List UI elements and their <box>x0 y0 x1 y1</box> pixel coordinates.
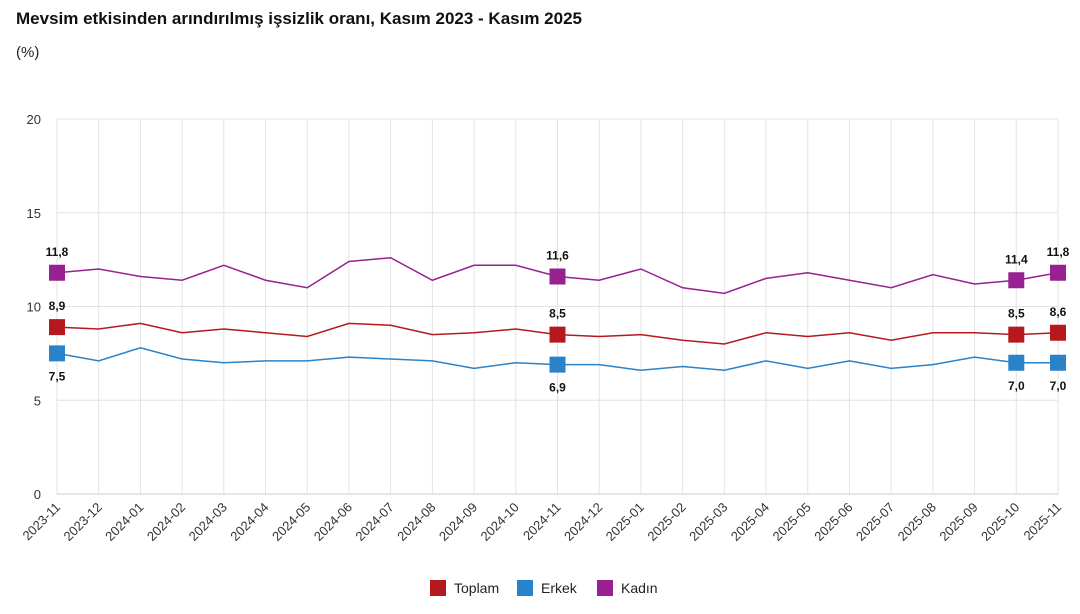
x-tick-label: 2024-04 <box>227 500 271 544</box>
data-label: 7,5 <box>49 369 66 383</box>
x-tick-label: 2024-03 <box>186 500 230 544</box>
x-tick-label: 2024-02 <box>144 500 188 544</box>
x-tick-label: 2025-07 <box>853 500 897 544</box>
y-tick-label: 0 <box>34 487 41 502</box>
data-label: 7,0 <box>1050 379 1067 393</box>
x-tick-label: 2025-10 <box>978 500 1022 544</box>
x-tick-label: 2025-11 <box>1020 500 1064 544</box>
data-point-marker <box>549 268 566 285</box>
data-label: 6,9 <box>549 381 566 395</box>
x-tick-label: 2024-12 <box>561 500 605 544</box>
x-tick-label: 2024-11 <box>520 500 564 544</box>
data-label: 11,8 <box>46 245 69 259</box>
legend-label: Kadın <box>621 580 658 596</box>
legend-label: Erkek <box>541 580 578 596</box>
x-tick-label: 2024-09 <box>436 500 480 544</box>
data-label: 11,4 <box>1005 252 1028 266</box>
data-label: 8,6 <box>1050 305 1067 319</box>
x-tick-label: 2024-10 <box>478 500 522 544</box>
data-label: 7,0 <box>1008 379 1025 393</box>
x-tick-label: 2025-08 <box>895 500 939 544</box>
data-point-marker <box>49 264 65 281</box>
x-tick-label: 2023-11 <box>19 500 63 544</box>
data-point-marker <box>549 326 566 343</box>
data-label: 11,8 <box>1047 245 1070 259</box>
x-tick-label: 2024-01 <box>102 500 146 544</box>
x-tick-label: 2025-02 <box>644 500 688 544</box>
y-tick-label: 20 <box>27 112 41 127</box>
x-tick-label: 2024-07 <box>352 500 396 544</box>
chart-title: Mevsim etkisinden arındırılmış işsizlik … <box>16 9 582 28</box>
chart-subtitle: (%) <box>16 44 40 61</box>
x-tick-label: 2024-08 <box>394 500 438 544</box>
data-point-marker <box>1008 326 1025 343</box>
y-tick-label: 15 <box>27 206 41 221</box>
data-point-marker <box>549 356 566 373</box>
data-point-marker <box>1008 354 1025 371</box>
legend-label: Toplam <box>454 580 499 596</box>
x-tick-label: 2023-12 <box>60 500 104 544</box>
legend-swatch <box>597 580 613 596</box>
x-tick-label: 2025-03 <box>686 500 730 544</box>
data-label: 11,6 <box>546 249 569 263</box>
x-tick-label: 2025-04 <box>728 500 772 544</box>
x-tick-label: 2025-06 <box>811 500 855 544</box>
data-point-marker <box>1050 354 1066 371</box>
x-tick-label: 2024-06 <box>311 500 355 544</box>
x-tick-label: 2025-09 <box>936 500 980 544</box>
data-point-marker <box>49 319 65 336</box>
x-tick-label: 2025-05 <box>770 500 814 544</box>
data-point-marker <box>1050 264 1066 281</box>
legend-swatch <box>430 580 446 596</box>
x-tick-label: 2024-05 <box>269 500 313 544</box>
data-point-marker <box>49 345 65 362</box>
data-point-marker <box>1008 272 1025 289</box>
data-point-marker <box>1050 324 1066 341</box>
data-label: 8,5 <box>549 307 566 321</box>
legend-swatch <box>517 580 533 596</box>
y-tick-label: 10 <box>27 300 41 315</box>
data-label: 8,9 <box>49 299 66 313</box>
y-tick-label: 5 <box>34 393 41 408</box>
data-label: 8,5 <box>1008 307 1025 321</box>
x-tick-label: 2025-01 <box>603 500 647 544</box>
